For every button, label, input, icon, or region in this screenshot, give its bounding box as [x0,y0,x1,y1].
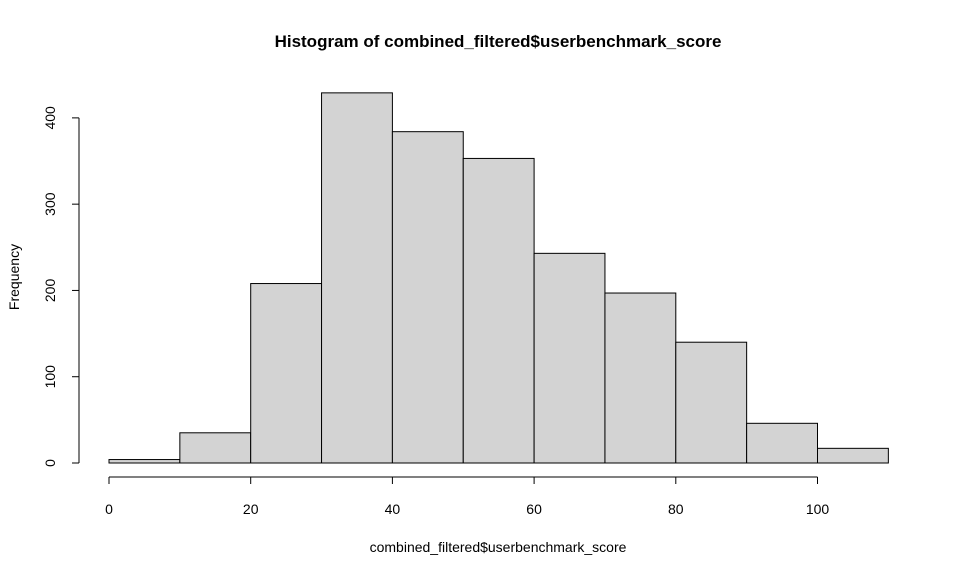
histogram-bar [462,157,535,464]
histogram-bar [250,283,323,464]
y-tick-label: 200 [42,279,58,303]
x-tick-label: 0 [105,501,113,517]
y-tick-label: 300 [42,192,58,216]
x-axis-label: combined_filtered$userbenchmark_score [370,539,627,555]
bars-group [108,92,889,464]
y-tick-label: 100 [42,365,58,389]
histogram-bar [533,252,606,464]
histogram-bar [817,447,889,464]
x-tick-label: 100 [806,501,830,517]
histogram-bar [675,341,748,464]
x-tick-label: 20 [243,501,259,517]
chart-title: Histogram of combined_filtered$userbench… [275,32,722,51]
x-tick-label: 40 [385,501,401,517]
histogram-bar [746,422,819,464]
x-axis: 0 20 40 60 80 100 [105,476,830,517]
y-axis: 0 100 200 300 400 [42,106,80,467]
y-tick-label: 0 [42,459,58,467]
histogram-bar [179,432,252,464]
y-tick-label: 400 [42,106,58,130]
y-axis-label: Frequency [6,244,22,310]
histogram-bar [604,292,677,464]
histogram-bar [391,131,464,464]
x-tick-label: 60 [526,501,542,517]
x-tick-label: 80 [668,501,684,517]
histogram-bar [321,92,393,464]
histogram-bar [108,459,181,464]
